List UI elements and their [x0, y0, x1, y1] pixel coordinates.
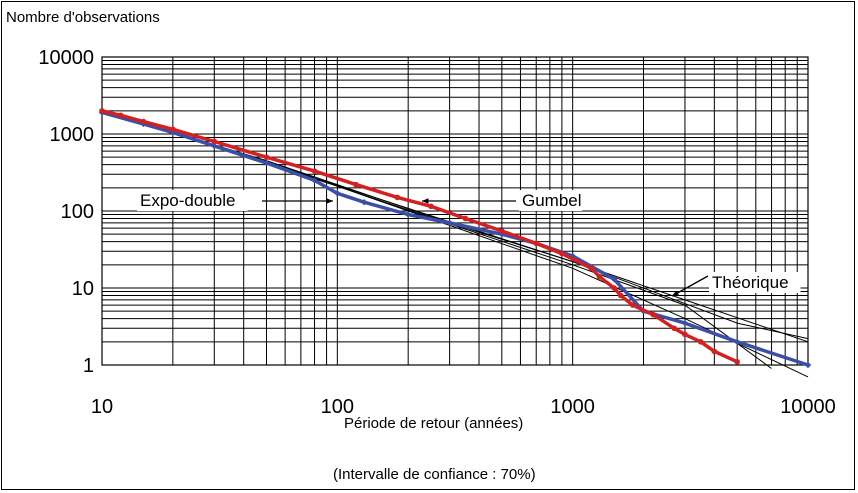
- x-axis-title: Période de retour (années): [344, 415, 524, 432]
- gumbel-point: [499, 228, 505, 234]
- expo-double-point: [404, 211, 412, 218]
- series-layer: [98, 108, 812, 378]
- gumbel-point: [211, 138, 218, 145]
- gumbel-point: [394, 194, 401, 201]
- gumbel-point: [588, 265, 595, 272]
- y-axis-title: Nombre d'observations: [6, 9, 160, 26]
- gumbel-point: [559, 250, 565, 257]
- expo-double-point: [360, 199, 368, 206]
- gumbel-point: [533, 240, 540, 247]
- gumbel-point: [611, 285, 617, 291]
- expo-double-point: [569, 252, 576, 260]
- x-tick-label: 1000: [550, 396, 595, 418]
- gumbel-point: [353, 181, 359, 188]
- expo-double-point: [446, 219, 453, 227]
- gumbel-label-bg: [519, 190, 582, 211]
- expo-double-point: [311, 177, 318, 184]
- gumbel-point: [99, 108, 105, 114]
- gumbel-point: [462, 215, 469, 222]
- gumbel-point: [682, 331, 688, 338]
- theorique-arrow-head: [672, 290, 679, 296]
- expo-double-point: [334, 190, 341, 197]
- confidence-interval-note: (Intervalle de confiance : 70%): [333, 466, 536, 483]
- gumbel-point: [140, 118, 147, 125]
- gumbel-point: [617, 292, 624, 299]
- gumbel-point: [263, 154, 270, 160]
- gumbel-label: Gumbel: [522, 191, 582, 210]
- plot-area-border: [101, 56, 809, 366]
- expo-double-point: [804, 361, 812, 369]
- annotations: Expo-double Gumbel Théorique: [137, 190, 801, 297]
- gumbel-point: [650, 311, 657, 318]
- expo-double-label: Expo-double: [140, 191, 235, 210]
- x-tick-label: 10000: [780, 396, 836, 418]
- gumbel-point: [711, 348, 718, 355]
- expo-double-arrow-head: [326, 198, 333, 204]
- y-tick-label: 1000: [50, 124, 95, 146]
- y-tick-label: 10: [72, 278, 94, 300]
- gumbel-point: [629, 302, 636, 308]
- theoretical-line: [101, 110, 772, 369]
- gumbel-point: [734, 359, 740, 365]
- gumbel-point: [428, 203, 434, 210]
- expo-double-point: [733, 338, 741, 346]
- tick-labels: 10 100 1000 10000 1 10 100 1000 10000: [38, 47, 835, 418]
- gumbel-arrow-head: [422, 198, 429, 204]
- expo-double-point: [211, 142, 218, 150]
- y-tick-label: 1: [83, 355, 94, 377]
- x-tick-label: 10: [91, 396, 113, 418]
- expo-double-point: [681, 319, 689, 327]
- theorique-arrow: [671, 275, 709, 297]
- gumbel-point: [170, 126, 176, 133]
- y-tick-label: 10000: [38, 47, 94, 69]
- y-tick-label: 100: [61, 201, 94, 223]
- gumbel-series-line: [101, 109, 738, 364]
- gumbel-point: [697, 339, 704, 345]
- gumbel-point: [596, 273, 603, 280]
- x-tick-label: 100: [321, 396, 354, 418]
- gumbel-point: [117, 112, 124, 119]
- expo-double-label-bg: [137, 190, 248, 211]
- theorique-label-bg: [709, 272, 801, 293]
- gumbel-point: [311, 168, 318, 174]
- expo-double-point: [610, 276, 618, 283]
- theorique-label: Théorique: [712, 273, 789, 292]
- expo-double-point: [263, 159, 270, 167]
- gumbel-point: [671, 325, 677, 332]
